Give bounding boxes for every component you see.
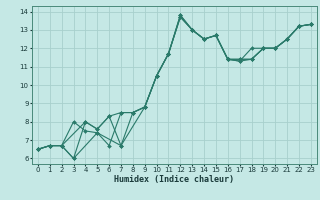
X-axis label: Humidex (Indice chaleur): Humidex (Indice chaleur) [115,175,234,184]
